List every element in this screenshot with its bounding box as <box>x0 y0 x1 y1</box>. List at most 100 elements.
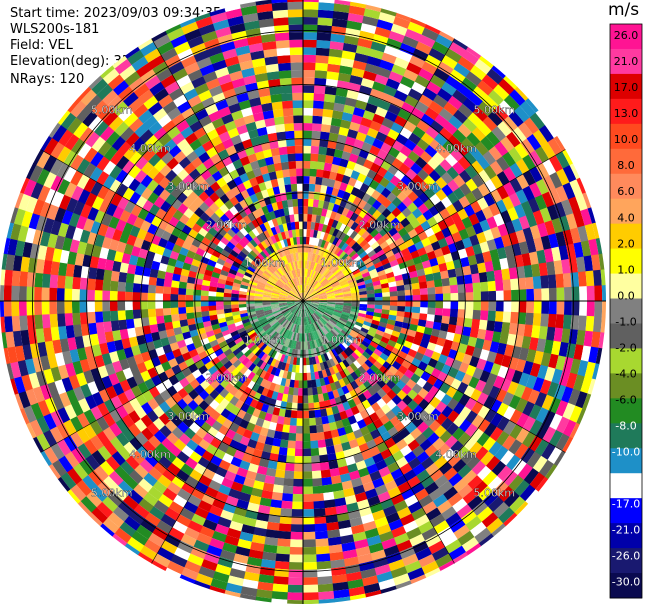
velocity-gate <box>575 391 588 409</box>
velocity-gate <box>292 395 299 404</box>
velocity-gate <box>223 333 233 341</box>
velocity-gate <box>287 584 303 593</box>
velocity-gate <box>309 425 317 434</box>
velocity-gate <box>289 314 295 323</box>
velocity-gate <box>424 24 442 35</box>
velocity-gate <box>227 340 237 349</box>
colorbar-tick-label: -30.0 <box>612 576 640 589</box>
velocity-gate <box>483 422 497 438</box>
velocity-gate <box>423 403 436 416</box>
velocity-gate <box>556 287 565 302</box>
velocity-gate <box>311 462 321 472</box>
velocity-gate <box>153 196 166 209</box>
velocity-gate <box>529 224 541 240</box>
velocity-gate <box>329 398 337 408</box>
velocity-gate <box>212 92 227 104</box>
velocity-gate <box>569 358 581 376</box>
velocity-gate <box>338 126 350 137</box>
velocity-gate <box>418 313 428 321</box>
velocity-gate <box>256 234 264 243</box>
velocity-gate <box>234 336 243 345</box>
velocity-gate <box>526 451 542 469</box>
velocity-gate <box>457 56 475 72</box>
velocity-gate <box>339 317 348 324</box>
velocity-gate <box>476 432 490 447</box>
velocity-gate <box>182 415 195 428</box>
velocity-gate <box>143 115 158 130</box>
velocity-gate <box>553 450 566 467</box>
velocity-gate <box>295 298 303 301</box>
velocity-gate <box>477 169 491 184</box>
velocity-gate <box>470 200 483 214</box>
velocity-gate <box>394 370 405 380</box>
velocity-gate <box>296 324 300 334</box>
velocity-gate <box>350 286 359 291</box>
velocity-gate <box>248 331 258 339</box>
velocity-gate <box>354 205 364 216</box>
velocity-gate <box>144 378 156 391</box>
velocity-gate <box>425 273 434 282</box>
velocity-gate <box>316 320 323 329</box>
velocity-gate <box>473 291 482 302</box>
velocity-gate <box>341 207 350 217</box>
velocity-gate <box>111 533 128 547</box>
velocity-gate <box>276 216 283 226</box>
velocity-gate <box>474 379 487 393</box>
velocity-gate <box>429 396 441 409</box>
velocity-gate <box>297 276 301 286</box>
velocity-gate <box>289 305 297 311</box>
velocity-gate <box>509 162 524 179</box>
velocity-gate <box>465 46 482 60</box>
velocity-gate <box>478 271 488 283</box>
velocity-gate <box>266 280 275 287</box>
velocity-gate <box>241 67 256 78</box>
velocity-gate <box>516 323 526 337</box>
velocity-gate <box>181 107 196 120</box>
velocity-gate <box>525 98 539 114</box>
velocity-gate <box>374 74 389 86</box>
velocity-gate <box>304 285 308 294</box>
velocity-gate <box>191 222 203 233</box>
velocity-gate <box>260 333 269 342</box>
velocity-gate <box>195 272 205 280</box>
velocity-gate <box>303 284 305 293</box>
velocity-gate <box>310 303 319 307</box>
velocity-gate <box>178 433 191 446</box>
velocity-gate <box>142 492 159 507</box>
velocity-gate <box>236 538 252 550</box>
velocity-gate <box>187 276 196 284</box>
velocity-gate <box>538 125 555 143</box>
velocity-gate <box>200 256 210 265</box>
velocity-gate <box>385 236 396 246</box>
velocity-gate <box>544 220 556 236</box>
velocity-gate <box>313 85 326 94</box>
velocity-gate <box>444 215 456 228</box>
velocity-gate <box>355 546 371 557</box>
velocity-gate <box>133 464 149 479</box>
velocity-gate <box>299 357 303 366</box>
velocity-gate <box>102 426 117 442</box>
velocity-gate <box>317 200 325 209</box>
velocity-gate <box>98 388 111 403</box>
velocity-gate <box>445 260 455 271</box>
velocity-gate <box>133 353 144 365</box>
velocity-gate <box>379 59 395 72</box>
velocity-gate <box>381 384 392 395</box>
velocity-gate <box>450 378 462 391</box>
velocity-gate <box>316 329 322 339</box>
velocity-gate <box>397 290 406 297</box>
velocity-gate <box>291 315 297 324</box>
velocity-gate <box>160 540 178 555</box>
velocity-gate <box>148 121 163 135</box>
velocity-gate <box>345 323 354 330</box>
velocity-gate <box>12 330 23 347</box>
velocity-gate <box>224 392 234 403</box>
velocity-gate <box>225 162 237 174</box>
velocity-gate <box>458 362 470 374</box>
velocity-gate <box>363 275 372 282</box>
velocity-gate <box>197 499 213 513</box>
velocity-gate <box>255 311 265 317</box>
velocity-gate <box>395 279 405 287</box>
velocity-gate <box>283 416 291 426</box>
velocity-gate <box>388 71 404 84</box>
